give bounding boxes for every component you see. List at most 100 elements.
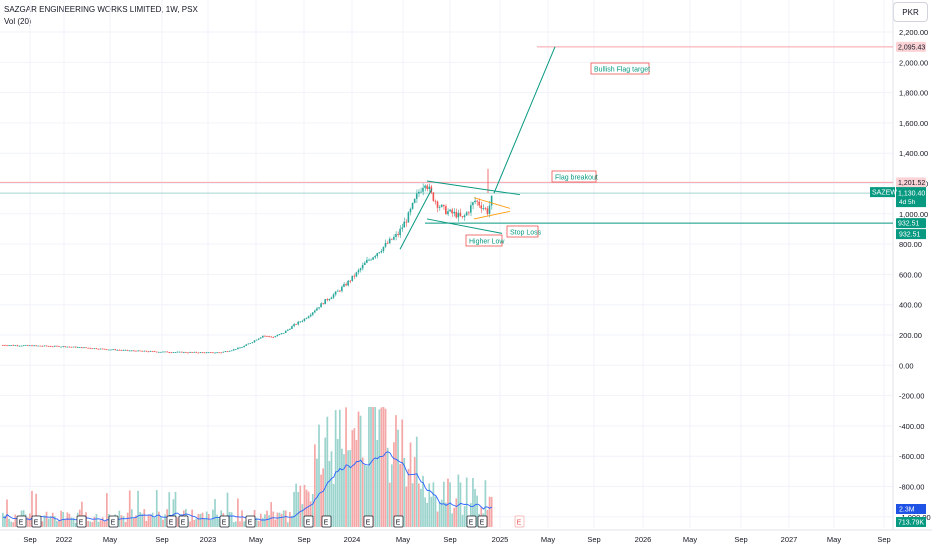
- candle-body: [176, 351, 179, 353]
- candle-body: [91, 348, 94, 350]
- y-tick-label: 200.00: [899, 331, 922, 340]
- candle-body: [180, 351, 183, 353]
- candle-body: [230, 350, 233, 352]
- candle-body: [268, 336, 270, 337]
- volume-bar: [472, 477, 474, 527]
- volume-bar: [305, 489, 308, 527]
- y-tick-label: -200.00: [899, 392, 924, 401]
- candle-body: [6, 345, 8, 347]
- y-tick-label: 1,000.00: [899, 210, 928, 219]
- candle-body: [478, 201, 480, 206]
- earnings-marker: [363, 515, 374, 528]
- candle-body: [162, 351, 164, 353]
- volume-bar: [210, 519, 212, 527]
- volume-bar: [465, 477, 468, 527]
- volume-bar: [266, 510, 268, 527]
- volume-bar: [99, 520, 102, 527]
- candle-body: [76, 347, 79, 348]
- candle-body: [353, 275, 356, 277]
- volume-bar: [386, 447, 389, 527]
- volume-bar: [6, 499, 8, 527]
- volume-bar: [368, 407, 370, 527]
- volume-bar: [8, 518, 10, 527]
- candle-body: [193, 351, 195, 353]
- candle-body: [16, 345, 19, 347]
- volume-bar: [447, 478, 449, 527]
- candle-body: [326, 299, 329, 301]
- volume-bar: [195, 518, 198, 527]
- earnings-marker: [466, 515, 477, 528]
- volume-bar: [193, 519, 196, 527]
- earnings-marker: [31, 515, 42, 528]
- earnings-marker: [178, 515, 189, 528]
- earnings-marker: [321, 515, 332, 528]
- candle-body: [266, 336, 268, 337]
- volume-bar: [326, 416, 329, 527]
- candle-body: [147, 351, 150, 353]
- candle-body: [486, 208, 489, 214]
- flag-lower-line: [426, 218, 503, 234]
- volume-bar: [424, 497, 426, 527]
- earnings-marker-label: E: [79, 520, 84, 527]
- volume-bar: [274, 519, 277, 527]
- candle-body: [35, 345, 37, 347]
- x-tick-label: May: [827, 535, 841, 544]
- price-label-text: 932.51: [899, 232, 921, 239]
- candle-body: [259, 337, 262, 339]
- volume-bar: [363, 464, 366, 527]
- volume-bar: [488, 496, 491, 527]
- candle-body: [2, 345, 4, 346]
- candle-body: [397, 234, 399, 236]
- x-tick-label: May: [249, 535, 263, 544]
- volume-bar: [205, 511, 208, 527]
- candle-body: [451, 209, 453, 214]
- candle-body: [255, 339, 258, 341]
- candle-body: [409, 208, 412, 213]
- x-tick-label: Sep: [734, 535, 747, 544]
- volume-bar: [413, 456, 416, 527]
- earnings-marker: [393, 515, 404, 528]
- volume-bar: [376, 440, 379, 527]
- candle-body: [295, 324, 297, 325]
- volume-bar: [461, 514, 464, 527]
- price-label-tag: [896, 218, 926, 229]
- candle-body: [68, 346, 71, 348]
- annotation-box: [465, 234, 503, 247]
- volume-bar: [332, 483, 335, 527]
- volume-indicator-label[interactable]: Vol (20): [4, 17, 32, 26]
- candle-body: [149, 351, 152, 352]
- candle-body: [20, 345, 23, 347]
- candle-body: [8, 345, 10, 347]
- volume-bar: [226, 492, 229, 527]
- candle-body: [187, 352, 189, 354]
- volume-bar: [135, 515, 137, 527]
- candle-body: [262, 335, 264, 338]
- volume-bar: [395, 415, 397, 527]
- candle-body: [476, 200, 478, 202]
- volume-bar: [155, 490, 158, 527]
- x-tick-label: Sep: [297, 535, 310, 544]
- annotation-box: [506, 225, 539, 238]
- y-tick-label: 800.00: [899, 240, 922, 249]
- volume-bar: [463, 506, 466, 527]
- candle-body: [114, 349, 116, 351]
- candle-body: [93, 348, 96, 350]
- volume-bar: [289, 512, 291, 527]
- volume-bar: [459, 482, 462, 527]
- candle-body: [110, 349, 112, 351]
- volume-bar: [280, 513, 283, 527]
- header-title: SAZGAR ENGINEERING WORKS LIMITED, 1W, PS…: [4, 5, 198, 14]
- y-tick-label: 1,600.00: [899, 119, 928, 128]
- volume-bar: [388, 482, 391, 527]
- x-tick-label: 2022: [56, 535, 73, 544]
- volume-bar: [455, 498, 458, 527]
- flag-pole-line: [399, 188, 433, 250]
- candle-body: [413, 198, 416, 203]
- candle-body: [403, 221, 406, 228]
- volume-bar: [361, 457, 364, 527]
- earnings-marker: [108, 515, 119, 528]
- candle-body: [343, 284, 345, 287]
- volume-bar: [359, 415, 362, 527]
- volume-bar: [41, 521, 44, 527]
